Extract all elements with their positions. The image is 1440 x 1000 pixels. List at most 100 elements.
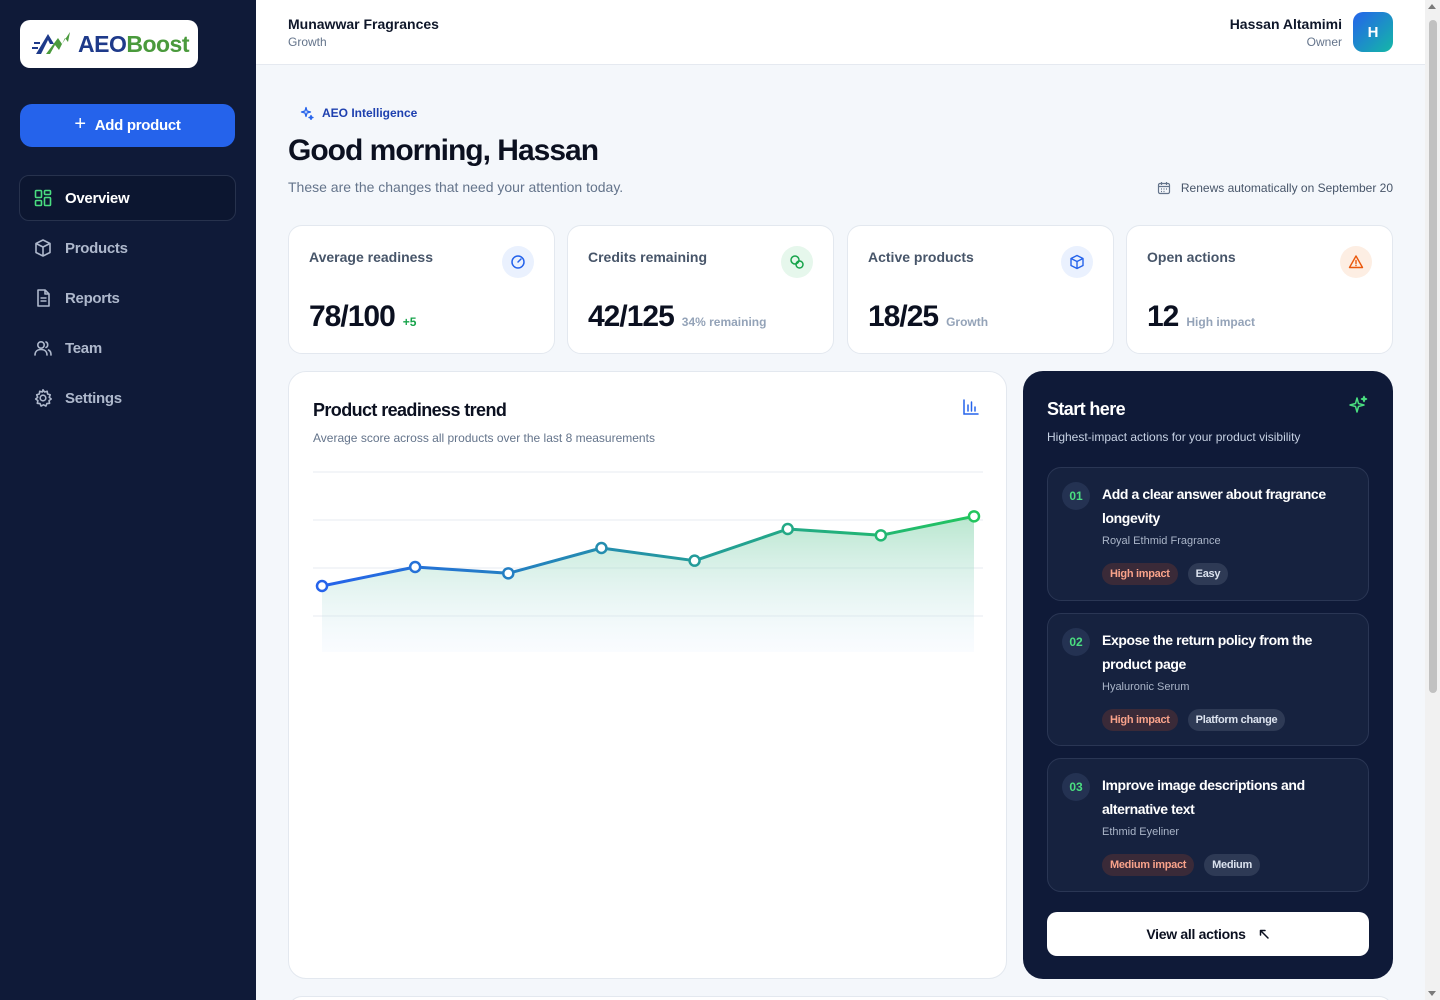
action-product: Hyaluronic Serum [1102,681,1190,693]
user-name: Hassan Altamimi [1229,16,1342,32]
view-all-label: View all actions [1146,926,1246,942]
stat-label: Open actions [1147,249,1236,265]
action-item[interactable]: 01 Add a clear answer about fragrance lo… [1047,467,1369,601]
sidebar: AEOBoost + Add product Overview Products… [0,0,256,1000]
action-tags: High impact Platform change [1102,709,1295,731]
sidebar-item-overview[interactable]: Overview [19,175,236,221]
add-product-button[interactable]: + Add product [20,104,235,147]
trend-point[interactable] [408,560,422,574]
trend-point[interactable] [502,567,515,580]
user-role: Owner [1306,35,1342,49]
scroll-down-arrow-icon[interactable] [1428,991,1436,996]
sidebar-item-label: Settings [65,389,122,407]
org-name: Munawwar Fragrances [288,16,439,32]
logo-mark-icon [32,32,70,54]
action-tags: High impact Easy [1102,563,1238,585]
stat-value-text: 78/100 [309,300,396,333]
impact-tag: High impact [1102,563,1178,585]
trend-point[interactable] [595,541,608,555]
stat-value-text: 12 [1147,300,1179,333]
action-item[interactable]: 02 Expose the return policy from the pro… [1047,613,1369,746]
page-subtitle: These are the changes that need your att… [288,179,624,195]
action-number: 01 [1062,482,1090,510]
sidebar-item-reports[interactable]: Reports [19,275,236,321]
sidebar-item-settings[interactable]: Settings [19,375,236,421]
trend-point[interactable] [688,554,701,567]
add-product-label: Add product [94,117,181,134]
scroll-up-arrow-icon[interactable] [1428,4,1436,9]
sidebar-item-label: Team [65,339,102,357]
action-number: 03 [1062,773,1090,801]
arrow-up-left-icon [1259,929,1269,939]
action-title: Add a clear answer about fragrance longe… [1102,486,1326,526]
sidebar-item-label: Products [65,239,128,257]
stat-note: 34% remaining [681,315,767,329]
stat-note: Growth [946,315,989,329]
stat-card-active-products: Active products 18/25 Growth [847,225,1114,354]
stat-label: Credits remaining [588,249,708,265]
stat-value: 78/100 +5 [309,300,416,334]
stat-label: Active products [868,249,974,265]
sidebar-item-products[interactable]: Products [19,225,236,271]
readiness-trend-chart [313,471,983,652]
start-here-subtitle: Highest-impact actions for your product … [1047,430,1301,444]
impact-tag: High impact [1102,709,1178,731]
document-icon [37,289,50,307]
scroll-thumb[interactable] [1429,20,1437,693]
action-tags: Medium impact Medium [1102,854,1270,876]
warning-icon [1340,246,1372,278]
renewal-text: Renews automatically on September 20 [1180,181,1393,195]
sidebar-item-label: Overview [65,189,130,207]
calendar-icon [1157,182,1170,195]
start-here-panel: Start here Highest-impact actions for yo… [1023,371,1393,979]
trend-point[interactable] [781,522,794,536]
impact-tag: Medium impact [1102,854,1195,876]
badge-label: AEO Intelligence [322,106,418,120]
stat-value-text: 18/25 [868,300,939,333]
action-product: Royal Ethmid Fragrance [1102,535,1221,547]
action-title: Improve image descriptions and alternati… [1102,777,1305,817]
stat-card-credits-remaining: Credits remaining 42/125 34% remaining [567,225,834,354]
action-item[interactable]: 03 Improve image descriptions and altern… [1047,758,1369,892]
effort-tag: Easy [1187,563,1229,585]
readiness-trend-card: Product readiness trend Average score ac… [288,371,1007,979]
brand-logo[interactable]: AEOBoost [20,20,198,68]
start-here-title: Start here [1047,399,1126,419]
next-section-card [288,996,1393,1000]
gear-icon [34,389,52,407]
plus-icon: + [74,113,86,135]
action-number: 02 [1062,628,1090,656]
stat-card-average-readiness: Average readiness 78/100 +5 [288,225,555,354]
coins-icon [781,246,813,278]
users-icon [34,340,52,356]
trend-area [322,516,974,652]
grid-icon [34,189,52,207]
trend-point[interactable] [967,510,981,523]
trend-line [321,514,975,588]
page-title: Good morning, Hassan [288,134,599,167]
org-plan: Growth [288,35,327,49]
stat-label: Average readiness [309,249,433,265]
bar-chart-icon[interactable] [962,398,980,416]
stat-card-open-actions: Open actions 12 High impact [1126,225,1393,354]
view-all-actions-button[interactable]: View all actions [1047,912,1369,956]
effort-tag: Platform change [1187,709,1286,731]
page-scrollbar[interactable] [1425,0,1440,1000]
chart-subtitle: Average score across all products over t… [313,431,655,445]
gauge-icon [502,246,534,278]
sparkle-icon [1349,395,1368,413]
stat-value: 42/125 34% remaining [588,300,766,334]
sparkle-icon [300,106,314,120]
trend-point[interactable] [874,529,888,542]
stat-note: High impact [1186,315,1256,329]
stat-note: +5 [402,315,417,329]
stat-value: 18/25 Growth [868,300,988,334]
aeo-intelligence-badge: AEO Intelligence [288,100,429,126]
renewal-info: Renews automatically on September 20 [1157,181,1393,195]
avatar[interactable]: H [1353,12,1393,52]
sidebar-item-team[interactable]: Team [19,325,236,371]
action-product: Ethmid Eyeliner [1102,826,1180,838]
trend-point[interactable] [315,579,329,593]
box-icon [35,239,51,257]
sidebar-item-label: Reports [65,289,120,307]
